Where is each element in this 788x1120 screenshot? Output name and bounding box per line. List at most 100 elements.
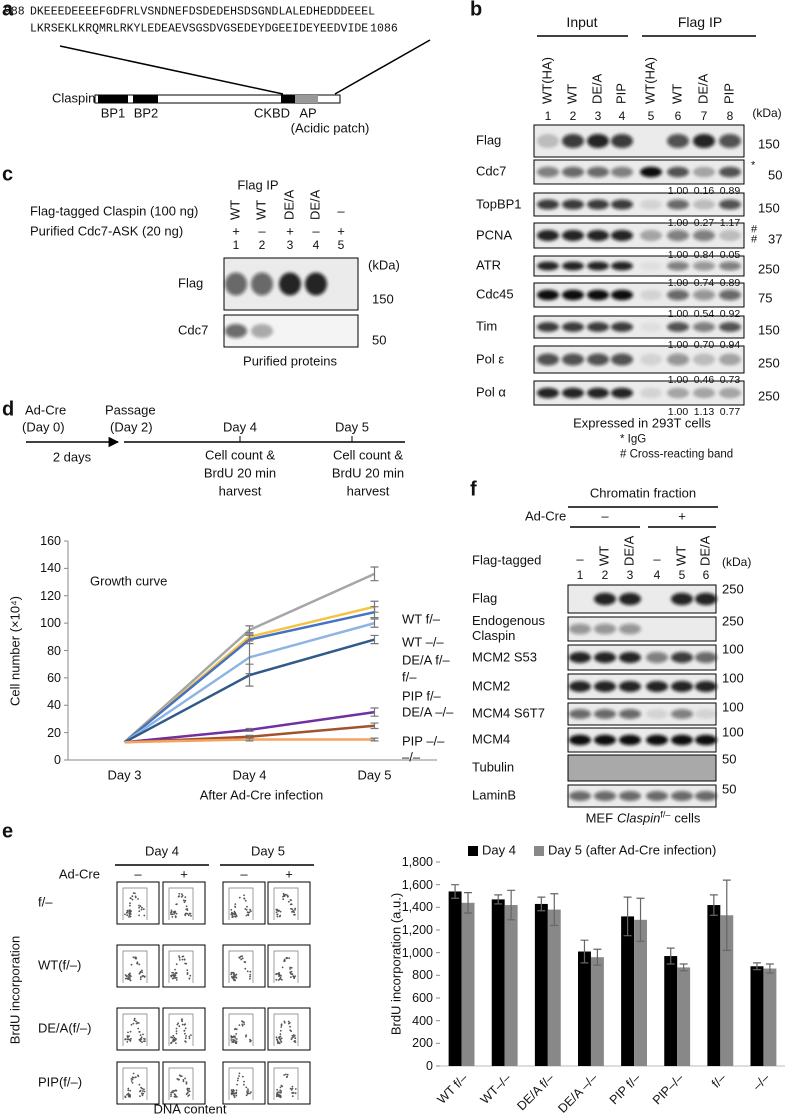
legend-swatch (534, 846, 544, 856)
band (619, 681, 641, 692)
flow-event (232, 971, 235, 974)
band (594, 709, 616, 719)
lane-number: 1 (576, 568, 584, 583)
treatment-sign: – (134, 866, 142, 882)
flow-event (139, 1034, 142, 1036)
band (693, 387, 715, 399)
y-tick-label: 1,800 (401, 854, 433, 869)
kda-marker: 100 (722, 699, 744, 715)
flow-event (246, 1090, 249, 1092)
flow-event (230, 1089, 233, 1092)
band (640, 353, 662, 366)
flow-event (132, 1022, 135, 1025)
quantification: 1.00 (667, 216, 689, 229)
flow-event (244, 961, 247, 964)
treatment-sign: – (601, 508, 609, 524)
flow-event (173, 1036, 176, 1039)
legend-entry: PIP –/– (402, 733, 445, 749)
flow-event (184, 1032, 186, 1035)
band (562, 387, 584, 399)
flow-event (277, 1041, 280, 1044)
flow-event (285, 893, 287, 896)
band (562, 322, 584, 332)
quantification: 0.70 (693, 338, 715, 351)
flow-event (131, 898, 134, 901)
treatment-label: Ad-Cre (525, 508, 567, 524)
lane-label: – (576, 551, 584, 567)
band (569, 681, 591, 692)
band (569, 709, 591, 719)
treatment-sign: + (180, 866, 188, 882)
lane-number: 5 (647, 109, 655, 124)
flow-event (275, 978, 278, 981)
flow-event (185, 905, 188, 908)
band (537, 230, 559, 241)
quantification: 0.74 (693, 276, 715, 289)
flow-event (235, 1094, 238, 1097)
footer-prefix: MEF (585, 810, 614, 826)
error-bar (451, 884, 460, 899)
blot-footer: Purified proteins (243, 353, 337, 369)
kda-marker: 250 (722, 613, 744, 629)
flow-event (170, 1095, 172, 1097)
band (695, 734, 717, 746)
flow-event (175, 979, 178, 981)
flow-event (174, 916, 177, 919)
quantification: 0.27 (693, 216, 715, 229)
flow-event (174, 977, 177, 979)
domain (281, 95, 295, 103)
legend-entry: –/– (402, 749, 421, 765)
band (719, 230, 741, 241)
flow-event (277, 910, 280, 912)
flow-plot (222, 1007, 266, 1051)
flow-event (133, 1019, 136, 1022)
flow-event (184, 899, 187, 902)
blot-label: Pol ε (476, 351, 505, 367)
flow-event (143, 1088, 145, 1091)
error-bar (370, 634, 379, 645)
flow-plot (222, 1061, 266, 1105)
condition-label: Flag-tagged Claspin (100 ng) (30, 203, 199, 219)
flow-event (250, 1091, 252, 1093)
band (719, 289, 741, 301)
lane-label: WT (564, 83, 580, 104)
flow-event (238, 1024, 241, 1026)
flow-event (183, 958, 186, 961)
y-tick-label: 160 (40, 533, 61, 548)
y-tick-label: 120 (40, 588, 61, 603)
flow-event (230, 971, 233, 974)
group-label: Input (566, 13, 598, 30)
flow-event (185, 1035, 188, 1037)
treatment-sign: + (285, 866, 293, 882)
lane-label: DE/A (697, 535, 713, 566)
lane-label: WT (673, 545, 689, 566)
flow-event (187, 914, 190, 917)
flow-event (170, 909, 173, 912)
flow-event (130, 1037, 132, 1040)
lane-label: – (258, 223, 266, 239)
bar (547, 909, 561, 1066)
band (693, 261, 715, 271)
timeline-note: Cell count & (332, 447, 404, 463)
band (279, 272, 301, 296)
band (719, 261, 741, 271)
blot-label: Endogenous Claspin (472, 613, 546, 643)
flow-event (139, 905, 142, 908)
flow-event (141, 969, 143, 972)
flow-event (181, 958, 184, 961)
timeline-day: Day 4 (223, 419, 257, 435)
flow-event (175, 963, 178, 966)
lane-number: 4 (618, 109, 626, 124)
flow-event (124, 1038, 127, 1040)
y-tick-label: 400 (412, 1013, 433, 1028)
panel-label: e (2, 820, 14, 843)
bar (448, 891, 462, 1066)
flow-event (142, 1090, 144, 1092)
bar (461, 902, 475, 1066)
flow-event (129, 902, 131, 905)
flow-event (130, 897, 132, 900)
lane-number: 2 (601, 568, 609, 583)
flow-event (184, 1040, 187, 1042)
kda-marker: 100 (722, 641, 744, 657)
legend-entry: PIP f/– (402, 688, 441, 704)
